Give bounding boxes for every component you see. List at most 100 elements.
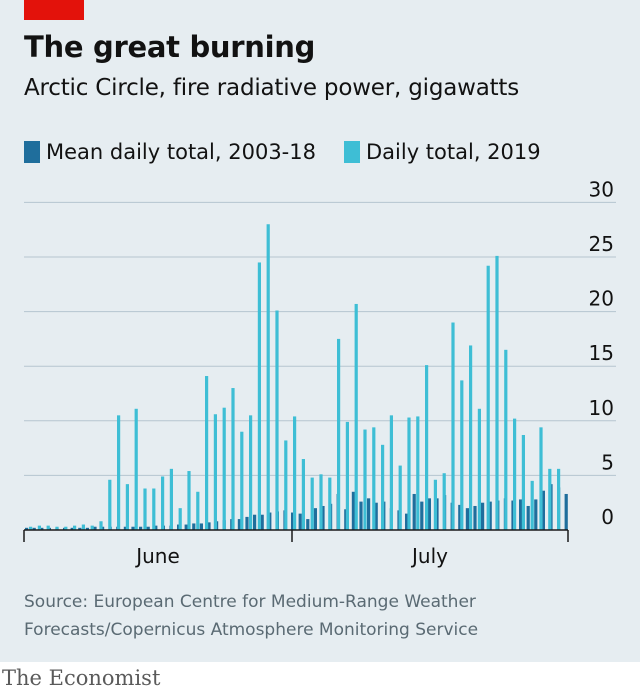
legend: Mean daily total, 2003-18 Daily total, 2… [24,140,569,164]
x-tick-label: June [134,544,180,568]
bar-mean [564,493,568,530]
x-tick-label: July [410,544,448,568]
legend-item-2019: Daily total, 2019 [343,140,541,164]
bar-2019 [310,477,314,530]
bar-2019 [354,303,358,530]
bar-2019 [337,338,341,530]
bar-mean [154,525,158,530]
bar-2019 [196,491,200,530]
bar-mean [245,516,249,530]
bar-2019 [345,421,349,530]
bar-mean [465,508,469,530]
bar-2019 [143,488,147,530]
bar-mean [260,514,264,530]
bar-2019 [187,471,191,530]
bar-mean [298,513,302,530]
bar-mean [534,499,538,530]
bar-2019 [169,468,173,530]
bar-2019 [134,408,138,530]
bar-mean [146,526,150,530]
bar-mean [93,526,97,530]
bar-mean [78,527,82,530]
bar-2019 [469,345,473,530]
bar-2019 [284,440,288,530]
bar-mean [184,524,188,530]
bar-2019 [486,265,490,530]
bar-2019 [389,415,393,530]
bar-mean [85,527,89,530]
bar-mean [488,501,492,530]
bar-mean [192,523,196,530]
bar-mean [374,502,378,530]
bar-2019 [451,322,455,530]
bar-2019 [513,418,517,530]
bar-2019 [504,349,508,530]
bar-mean [123,526,127,530]
bar-2019 [301,459,305,530]
bar-2019 [55,526,59,530]
bar-mean [412,493,416,530]
bar-2019 [125,484,129,530]
y-tick-label: 10 [589,396,614,420]
bar-2019 [108,479,112,530]
bar-2019 [381,444,385,530]
bar-2019 [557,468,561,530]
bar-mean [367,498,371,530]
chart-title: The great burning [24,30,316,64]
bar-mean [253,514,257,530]
bar-2019 [90,525,94,530]
bar-2019 [416,416,420,530]
source-note: Source: European Centre for Medium-Range… [24,592,479,640]
bar-2019 [495,255,499,530]
bar-mean [237,519,241,530]
bar-mean [70,527,74,530]
bar-mean [427,498,431,530]
y-tick-label: 25 [589,232,614,256]
bar-2019 [205,376,209,530]
bar-2019 [81,524,85,530]
chart-subtitle: Arctic Circle, fire radiative power, gig… [24,75,520,101]
chart-panel: The great burning Arctic Circle, fire ra… [0,0,640,662]
bar-mean [519,499,523,530]
y-tick-label: 15 [589,341,614,365]
legend-label-2019: Daily total, 2019 [365,140,541,164]
bar-2019 [433,479,437,530]
bar-2019 [73,525,77,530]
bar-chart: 0 5 10 15 20 25 30 June July [23,177,616,568]
bar-2019 [539,427,543,530]
bar-2019 [64,526,68,530]
bar-2019 [372,427,376,530]
bar-2019 [240,431,244,530]
bar-2019 [249,415,253,530]
bar-mean [481,502,485,530]
bar-mean [40,527,44,530]
bar-2019 [363,429,367,530]
bar-2019 [398,465,402,530]
economist-red-tag [24,0,84,20]
bar-mean [139,526,143,530]
bar-2019 [548,468,552,530]
bar-mean [313,508,317,530]
bar-mean [351,491,355,530]
bar-2019 [152,488,156,530]
bar-2019 [213,414,217,530]
bar-2019 [257,262,261,530]
bar-2019 [460,380,464,530]
legend-item-mean: Mean daily total, 2003-18 [24,140,316,164]
bar-2019 [161,476,165,530]
bar-2019 [425,365,429,530]
bar-2019 [328,477,332,530]
bar-mean [32,527,36,530]
bar-mean [321,505,325,530]
bar-mean [199,523,203,530]
bar-2019 [275,310,279,530]
bar-mean [458,504,462,530]
bar-2019 [99,521,103,530]
bar-2019 [293,416,297,530]
bar-2019 [222,407,226,530]
bar-mean [306,519,310,530]
bar-2019 [266,224,270,531]
bar-2019 [319,474,323,530]
bar-2019 [521,434,525,530]
bar-2019 [530,480,534,530]
